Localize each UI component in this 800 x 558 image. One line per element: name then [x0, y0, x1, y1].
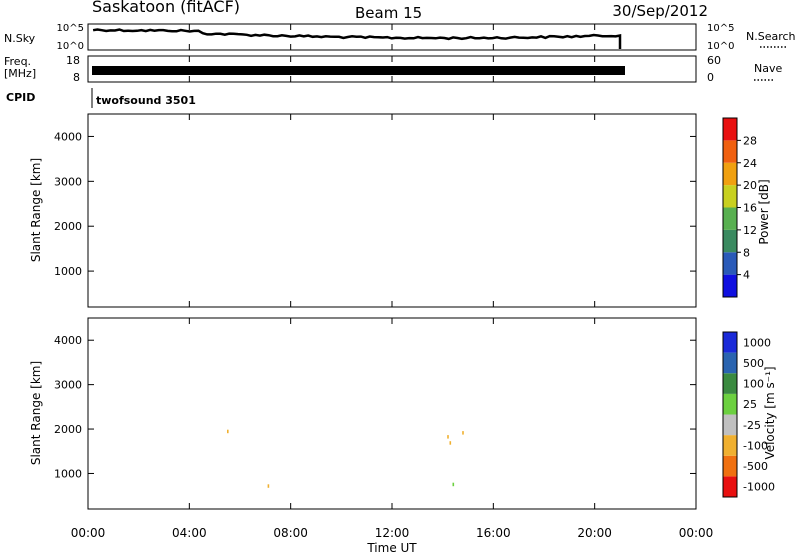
velocity-colorbar-swatch	[723, 332, 737, 353]
y-tick-label: 3000	[54, 175, 82, 188]
y-tick-label: 4000	[54, 334, 82, 347]
power-colorbar-tick-label: 16	[743, 202, 757, 215]
x-axis-label: Time UT	[366, 541, 417, 554]
nsky-label: N.Sky	[4, 32, 36, 45]
velocity-colorbar-tick-label: 25	[743, 398, 757, 411]
velocity-colorbar-swatch	[723, 414, 737, 436]
y-tick-label: 4000	[54, 130, 82, 143]
velocity-cell	[267, 484, 270, 488]
velocity-colorbar-tick-label: 100	[743, 378, 764, 391]
x-tick-label: 00:00	[71, 526, 106, 540]
x-tick-label: 00:00	[679, 526, 714, 540]
nave-tick-top: 60	[707, 54, 721, 67]
velocity-colorbar-frame	[722, 331, 738, 498]
velocity-colorbar-tick-label: -100	[743, 439, 768, 452]
freq-tick-top: 18	[66, 54, 80, 67]
freq-tick-bottom: 8	[73, 71, 80, 84]
cpid-value: twofsound 3501	[96, 94, 196, 107]
velocity-colorbar-swatch	[723, 373, 737, 394]
velocity-cell	[462, 431, 464, 435]
velocity-colorbar-tick-label: -25	[743, 419, 761, 432]
freq-trace	[92, 66, 625, 75]
velocity-colorbar-swatch	[723, 476, 737, 497]
nsearch-label: N.Search	[746, 30, 796, 43]
velocity-colorbar-swatch	[723, 435, 737, 456]
power-colorbar-tick-label: 8	[743, 246, 750, 259]
x-axis-ticks: 00:00 04:00 08:00 12:00 16:00 20:00 00:00	[71, 24, 714, 540]
power-colorbar-swatch	[723, 162, 737, 186]
y-tick-label: 2000	[54, 423, 82, 436]
velocity-scatter	[227, 429, 464, 488]
velocity-colorbar-tick-label: -500	[743, 460, 768, 473]
velocity-cell	[449, 441, 452, 445]
power-colorbar-tick-label: 20	[743, 179, 757, 192]
x-tick-label: 08:00	[273, 526, 308, 540]
power-colorbar-swatch	[723, 140, 737, 163]
y-tick-label: 1000	[54, 467, 82, 480]
power-colorbar-swatch	[723, 252, 737, 275]
cpid-label: CPID	[6, 91, 35, 104]
power-colorbar-swatch	[723, 274, 737, 297]
power-colorbar-swatch	[723, 229, 737, 253]
y-tick-label: 3000	[54, 379, 82, 392]
freq-label: Freq.	[4, 55, 31, 68]
power-colorbar-tick-label: 12	[743, 224, 757, 237]
nsearch-tick-bottom: 10^0	[707, 41, 734, 52]
nave-tick-bottom: 0	[707, 71, 714, 84]
power-colorbar-swatch	[723, 207, 737, 230]
power-colorbar-label: Power [dB]	[757, 179, 771, 244]
nsky-tick-top: 10^5	[57, 23, 84, 34]
power-colorbar-tick-label: 24	[743, 157, 757, 170]
nsearch-tick-top: 10^5	[707, 23, 734, 34]
velocity-colorbar-swatch	[723, 393, 737, 415]
power-panel-frame	[87, 113, 697, 308]
velocity-yticks: 1000 2000 3000 4000	[54, 334, 696, 480]
power-colorbar-tick-label: 4	[743, 269, 750, 282]
station-title: Saskatoon (fitACF)	[92, 0, 240, 16]
x-tick-label: 04:00	[172, 526, 207, 540]
nave-label: Nave	[754, 62, 782, 75]
velocity-cell	[227, 429, 229, 434]
nsky-tick-bottom: 10^0	[57, 41, 84, 52]
velocity-colorbar-label: Velocity [m s⁻¹]	[763, 366, 777, 459]
velocity-colorbar-tick-label: -1000	[743, 481, 775, 494]
power-colorbar: 4 8 12 16 20 24 28	[722, 117, 757, 298]
velocity-panel-frame	[87, 317, 697, 510]
beam-title: Beam 15	[355, 4, 422, 22]
velocity-cell	[447, 435, 449, 439]
y-tick-label: 2000	[54, 220, 82, 233]
power-yticks: 1000 2000 3000 4000	[54, 130, 696, 278]
y-tick-label: 1000	[54, 265, 82, 278]
velocity-ylabel: Slant Range [km]	[29, 361, 43, 465]
power-colorbar-swatch	[723, 118, 737, 141]
velocity-colorbar-tick-label: 1000	[743, 336, 771, 349]
power-colorbar-swatch	[723, 185, 737, 208]
x-tick-label: 16:00	[476, 526, 511, 540]
power-ylabel: Slant Range [km]	[29, 158, 43, 262]
velocity-cell	[452, 482, 455, 487]
velocity-colorbar: 1000 500 100 25 -25 -100 -500 -1000	[722, 331, 775, 498]
velocity-colorbar-swatch	[723, 455, 737, 477]
x-tick-label: 20:00	[577, 526, 612, 540]
power-colorbar-tick-label: 28	[743, 134, 757, 147]
velocity-colorbar-swatch	[723, 352, 737, 374]
date-title: 30/Sep/2012	[612, 2, 708, 20]
velocity-colorbar-tick-label: 500	[743, 357, 764, 370]
nsky-trace	[92, 28, 622, 49]
x-tick-label: 12:00	[375, 526, 410, 540]
freq-unit: [MHz]	[4, 67, 36, 80]
